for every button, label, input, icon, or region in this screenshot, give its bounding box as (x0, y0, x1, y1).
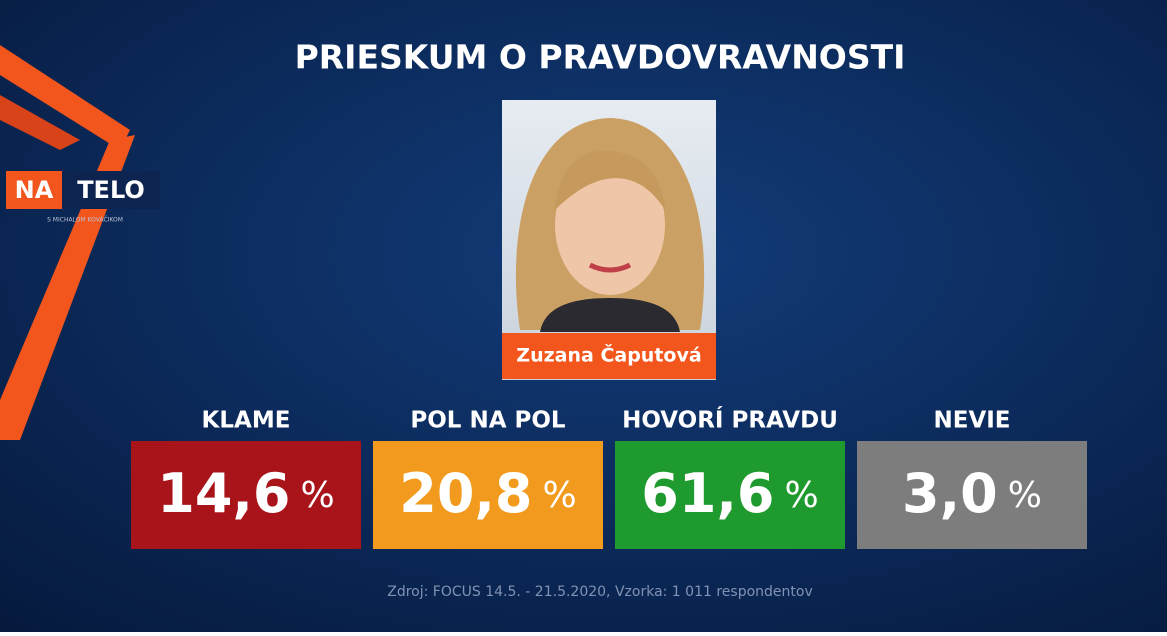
value: 14,6 (157, 462, 290, 525)
logo-stripe (0, 135, 135, 440)
logo-box (62, 171, 160, 209)
tile-value: 3,0% (902, 462, 1042, 525)
tile (857, 441, 1087, 549)
logo-stripe (0, 95, 80, 150)
tile-label: POL NA POL (410, 408, 566, 434)
source: Zdroj: FOCUS 14.5. - 21.5.2020, Vzorka: … (387, 584, 812, 600)
logo-text: TELO (77, 176, 145, 204)
logo-box (6, 171, 62, 209)
tile-label: HOVORÍ PRAVDU (622, 406, 838, 434)
tile (373, 441, 603, 549)
tile-value: 20,8% (399, 462, 576, 525)
logo-text: NA (15, 176, 54, 204)
tiles: KLAME 14,6 % POL NA POL 20,8 % HOVORÍ PRAVDU 61… (131, 406, 1087, 549)
unit: % (785, 475, 819, 516)
name-plate (502, 333, 716, 379)
tile-label: NEVIE (933, 408, 1010, 434)
tile (131, 441, 361, 549)
tile-value: 14,6% (157, 462, 334, 525)
logo-subtitle: S MICHALOM KOVÁČIKOM (47, 217, 123, 224)
logo-stripe (0, 45, 130, 150)
value: 61,6 (641, 462, 774, 525)
tile (615, 441, 845, 549)
unit: % (1008, 475, 1042, 516)
unit: % (301, 475, 335, 516)
person-name: Zuzana Čaputová (516, 343, 701, 367)
value: 3,0 (902, 462, 998, 525)
tile-value: 61,6% (641, 462, 818, 525)
unit: % (543, 475, 577, 516)
title: PRIESKUM O PRAVDOVRAVNOSTI (295, 38, 906, 77)
tile-label: KLAME (202, 408, 291, 434)
value: 20,8 (399, 462, 532, 525)
